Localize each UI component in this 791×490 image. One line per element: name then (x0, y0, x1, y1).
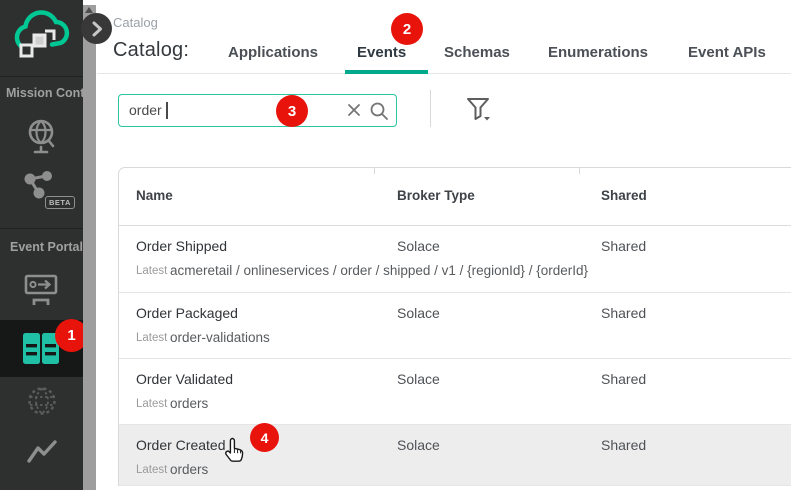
scrollbar-thumb[interactable] (83, 5, 96, 490)
column-divider (579, 168, 580, 174)
sidebar-expand-button[interactable] (81, 13, 112, 44)
latest-topic: order-validations (170, 330, 270, 345)
mission-control-globe-icon[interactable] (23, 116, 59, 158)
step-badge-2: 2 (391, 13, 423, 45)
section-label-event-portal: Event Portal (10, 240, 83, 254)
tab-applications[interactable]: Applications (228, 44, 319, 61)
active-tab-underline (345, 70, 428, 74)
event-name[interactable]: Order Packaged (136, 305, 238, 321)
tab-event-apis[interactable]: Event APIs (688, 44, 766, 61)
sidebar-divider (0, 228, 83, 229)
column-divider (374, 168, 375, 174)
latest-topic: orders (170, 396, 209, 411)
shared-status: Shared (601, 238, 647, 254)
tabs-divider (97, 73, 791, 74)
shared-status: Shared (601, 371, 647, 387)
page-title: Catalog: (113, 39, 190, 61)
latest-label: Latest (136, 398, 168, 410)
broker-type: Solace (397, 238, 440, 254)
text-caret (166, 102, 168, 119)
broker-type: Solace (397, 371, 440, 387)
search-input[interactable]: order (118, 94, 397, 127)
table-row-order-created[interactable]: Order Created Solace Shared Latest order… (119, 425, 791, 486)
step-badge-4: 4 (250, 423, 279, 452)
solace-logo-icon[interactable] (12, 9, 74, 66)
insights-chart-icon[interactable] (26, 438, 58, 466)
latest-label: Latest (136, 464, 168, 476)
tab-enumerations[interactable]: Enumerations (548, 44, 649, 61)
latest-label: Latest (136, 265, 168, 277)
sidebar-scrollbar[interactable] (83, 0, 96, 490)
designer-icon[interactable] (23, 272, 59, 308)
shared-status: Shared (601, 305, 647, 321)
step-badge-1: 1 (55, 319, 88, 352)
table-header-row: Name Broker Type Shared (119, 168, 791, 226)
latest-label: Latest (136, 332, 168, 344)
broker-type: Solace (397, 437, 440, 453)
scrollbar-up-arrow-icon[interactable] (85, 7, 93, 13)
sidebar-divider (0, 76, 83, 77)
table-row-order-packaged[interactable]: Order Packaged Solace Shared Latest orde… (119, 293, 791, 359)
tab-events[interactable]: Events (357, 44, 407, 61)
event-name[interactable]: Order Shipped (136, 238, 228, 254)
tab-schemas[interactable]: Schemas (444, 44, 510, 61)
events-table: Name Broker Type Shared Order Shipped So… (118, 167, 791, 486)
clear-search-icon[interactable] (347, 103, 361, 122)
filter-icon[interactable] (464, 94, 494, 129)
sidebar: Mission Control BETA Event Portal (0, 0, 88, 490)
runtime-discovery-icon[interactable] (25, 384, 59, 418)
hand-cursor-icon (224, 437, 246, 469)
broker-type: Solace (397, 305, 440, 321)
breadcrumb: Catalog (113, 15, 158, 30)
event-name[interactable]: Order Created (136, 437, 226, 453)
column-header-name: Name (136, 188, 173, 203)
column-header-broker-type: Broker Type (397, 188, 475, 203)
mesh-manager-icon[interactable] (20, 170, 62, 206)
sidebar-item-catalog-active[interactable] (0, 320, 83, 377)
search-value: order (129, 102, 162, 118)
beta-badge: BETA (45, 196, 75, 209)
event-name[interactable]: Order Validated (136, 371, 234, 387)
latest-topic: orders (170, 462, 209, 477)
column-header-shared: Shared (601, 188, 647, 203)
toolbar-divider (430, 90, 431, 127)
shared-status: Shared (601, 437, 647, 453)
catalog-icon (21, 330, 61, 366)
chevron-right-icon (92, 21, 102, 36)
table-row-order-validated[interactable]: Order Validated Solace Shared Latest ord… (119, 359, 791, 425)
step-badge-3: 3 (276, 95, 308, 127)
section-label-mission-control: Mission Control (6, 86, 83, 100)
latest-topic: acmeretail / onlineservices / order / sh… (170, 263, 588, 278)
search-icon[interactable] (369, 101, 389, 126)
table-row-order-shipped[interactable]: Order Shipped Solace Shared Latest acmer… (119, 226, 791, 293)
